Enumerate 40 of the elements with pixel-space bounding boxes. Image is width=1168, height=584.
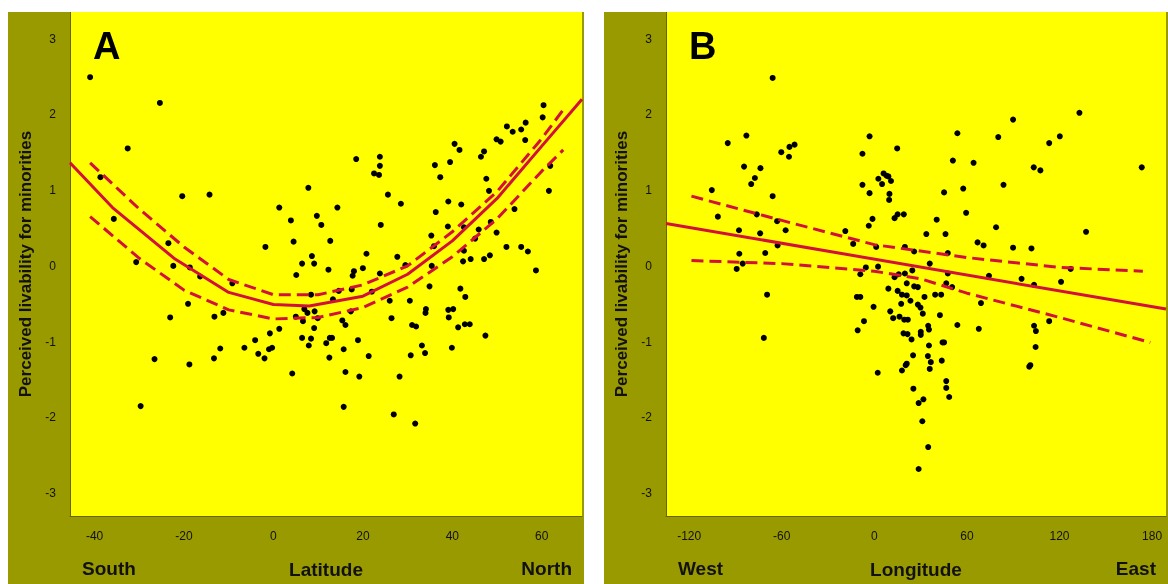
y-tick-label: 2 [645,107,653,122]
chart-title: B [689,25,717,67]
y-axis-title: Perceived livability for minorities [16,130,35,398]
y-tick-label: 0 [645,258,653,273]
y-tick-label: 0 [49,258,57,273]
line-series [689,194,1145,273]
x-tick-label: 180 [1142,529,1163,543]
x-tick-label: -40 [85,529,104,543]
x-tick-label: -60 [773,529,791,543]
line-series [88,108,565,297]
y-tick-label: 2 [49,107,57,122]
y-tick-label: -2 [45,410,57,425]
y-axis-title: Perceived livability for minorities [612,130,631,398]
y-tick-label: -3 [45,486,57,501]
text: West [678,558,724,579]
x-axis-title: Longitude [870,559,962,580]
x-tick-label: 0 [270,529,278,543]
x-tick-label: -20 [175,529,194,543]
x-axis-title: Latitude [289,559,363,580]
y-tick-label: -1 [641,334,653,349]
line-series [689,259,1152,344]
x-tick-label: 40 [445,529,460,543]
text: East [1115,558,1157,579]
y-tick-label: 1 [645,183,653,198]
x-tick-label: 0 [870,529,878,543]
x-tick-label: 20 [356,529,370,543]
y-tick-label: 3 [645,31,653,46]
text: South [82,558,136,579]
x-tick-label: 60 [535,529,549,543]
x-tick-label: 120 [1049,529,1070,543]
y-tick-label: -1 [45,334,57,349]
x-tick-label: 60 [960,529,974,543]
y-tick-label: 3 [49,31,57,46]
text: North [521,558,572,579]
y-tick-label: 1 [49,183,57,198]
x-tick-label: -120 [677,529,702,543]
y-tick-label: -2 [641,410,653,425]
y-tick-label: -3 [641,486,653,501]
line-series [88,148,565,321]
chart-title: A [93,25,121,67]
